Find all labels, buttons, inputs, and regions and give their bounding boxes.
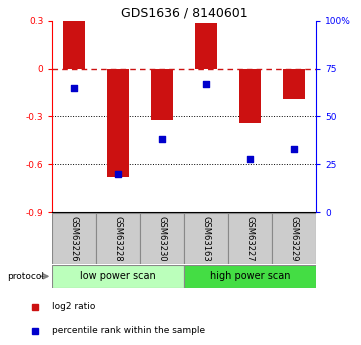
Text: protocol: protocol [7, 272, 44, 281]
Text: high power scan: high power scan [210, 272, 290, 281]
Bar [107, 69, 129, 177]
Text: GSM63227: GSM63227 [245, 216, 255, 261]
Point [115, 171, 121, 177]
Bar [140, 213, 184, 264]
Bar [52, 213, 96, 264]
Point [203, 81, 209, 87]
Text: GSM63229: GSM63229 [290, 216, 299, 261]
Bar [63, 21, 85, 69]
Text: low power scan: low power scan [81, 272, 156, 281]
Title: GDS1636 / 8140601: GDS1636 / 8140601 [121, 7, 247, 20]
Text: percentile rank within the sample: percentile rank within the sample [52, 326, 205, 335]
Bar [96, 213, 140, 264]
Bar [52, 265, 184, 288]
Bar [239, 69, 261, 123]
Text: GSM63226: GSM63226 [70, 216, 79, 261]
Text: log2 ratio: log2 ratio [52, 302, 95, 311]
Bar [283, 69, 305, 99]
Bar [184, 213, 228, 264]
Text: GSM63163: GSM63163 [201, 216, 210, 261]
Text: GSM63230: GSM63230 [158, 216, 167, 261]
Point [291, 146, 297, 152]
Bar [195, 23, 217, 69]
Bar [272, 213, 316, 264]
Point [159, 137, 165, 142]
Point [71, 85, 77, 90]
Text: GSM63228: GSM63228 [114, 216, 123, 261]
Point [247, 156, 253, 161]
Bar [228, 213, 272, 264]
Bar [184, 265, 316, 288]
Bar [151, 69, 173, 120]
